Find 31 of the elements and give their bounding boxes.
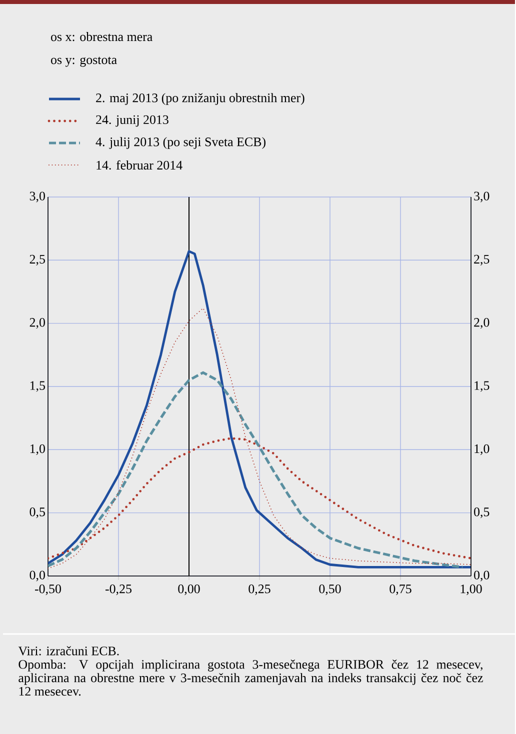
legend-label: 14. februar 2014 (96, 160, 182, 170)
y-tick-label: 3,0 (30, 192, 46, 202)
x-tick-label: 1,00 (460, 584, 482, 596)
y-tick-label: 1,5 (30, 381, 46, 392)
y2-tick-label: 2,5 (474, 254, 490, 266)
x-tick-label: 0,00 (178, 584, 200, 596)
y-tick-label: 0,5 (30, 508, 46, 518)
text: Viri: izračuni ECB. (18, 646, 119, 656)
y2-tick-label: 1,5 (474, 381, 490, 392)
y-tick-label: 1,0 (30, 444, 46, 455)
y-tick-label: 2,5 (30, 254, 46, 266)
line-series (48, 371, 464, 568)
text: os x: obrestna mera (51, 32, 153, 42)
x-tick-label: 0,50 (319, 584, 341, 596)
y2-tick-label: 2,0 (474, 318, 490, 329)
legend-label: 2. maj 2013 (po znižanju obrestnih mer) (96, 93, 304, 105)
y2-tick-label: 3,0 (474, 192, 490, 202)
y2-tick-label: 0,0 (474, 570, 490, 582)
y-tick-label: 0,0 (30, 570, 46, 582)
legend-label: 24. junij 2013 (96, 115, 169, 127)
legend-label: 4. julij 2013 (po seji Sveta ECB) (96, 137, 266, 149)
x-tick-label: 0,25 (248, 584, 270, 596)
y-tick-label: 2,0 (30, 318, 46, 329)
x-tick-label: 0,75 (390, 584, 412, 596)
line-series (48, 308, 472, 569)
y2-tick-label: 0,5 (474, 508, 490, 518)
x-tick-label: -0,25 (106, 584, 132, 596)
y2-tick-label: 1,0 (474, 444, 490, 455)
x-tick-label: -0,50 (35, 584, 62, 596)
text: os y: gostota (51, 56, 118, 67)
text: Opomba: V opcijah implicirana gostota 3-mesečnega EURIBOR čez 12 mesecev, aplicirana na obrestne mere v 3-mesečnih zamenjavah na indeks transakcij čez noč čez 12 mesecev. (18, 660, 484, 696)
